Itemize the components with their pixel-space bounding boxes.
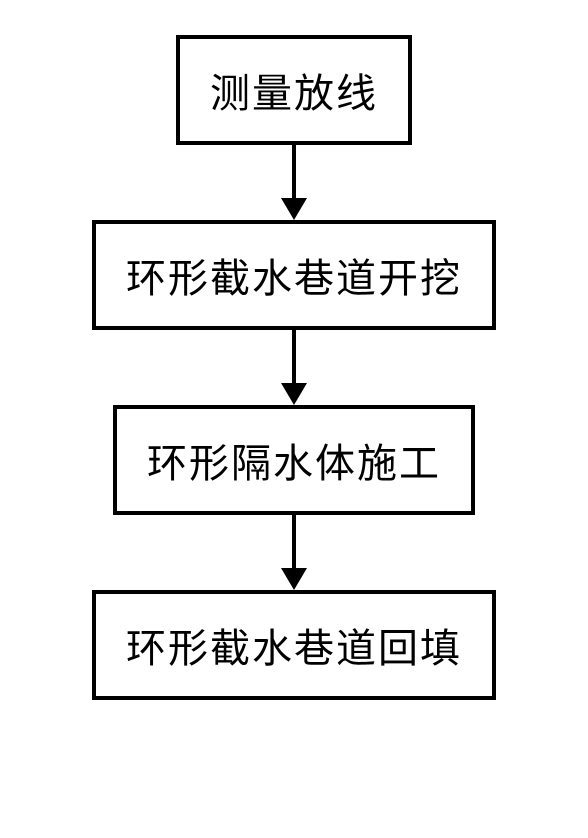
step-label: 环形隔水体施工 (147, 431, 441, 489)
flowchart-container: 测量放线 环形截水巷道开挖 环形隔水体施工 环形截水巷道回填 (92, 35, 496, 700)
arrow-3 (281, 515, 307, 590)
arrow-2 (281, 330, 307, 405)
flowchart-step-1: 测量放线 (176, 35, 412, 145)
flowchart-step-4: 环形截水巷道回填 (92, 590, 496, 700)
flowchart-step-3: 环形隔水体施工 (113, 405, 475, 515)
step-label: 环形截水巷道回填 (126, 616, 462, 674)
flowchart-step-2: 环形截水巷道开挖 (92, 220, 496, 330)
arrow-shaft (292, 515, 296, 568)
arrow-head-icon (281, 568, 307, 590)
arrow-head-icon (281, 198, 307, 220)
step-label: 测量放线 (210, 61, 378, 119)
arrow-shaft (292, 330, 296, 383)
arrow-shaft (292, 145, 296, 198)
arrow-head-icon (281, 383, 307, 405)
step-label: 环形截水巷道开挖 (126, 246, 462, 304)
arrow-1 (281, 145, 307, 220)
